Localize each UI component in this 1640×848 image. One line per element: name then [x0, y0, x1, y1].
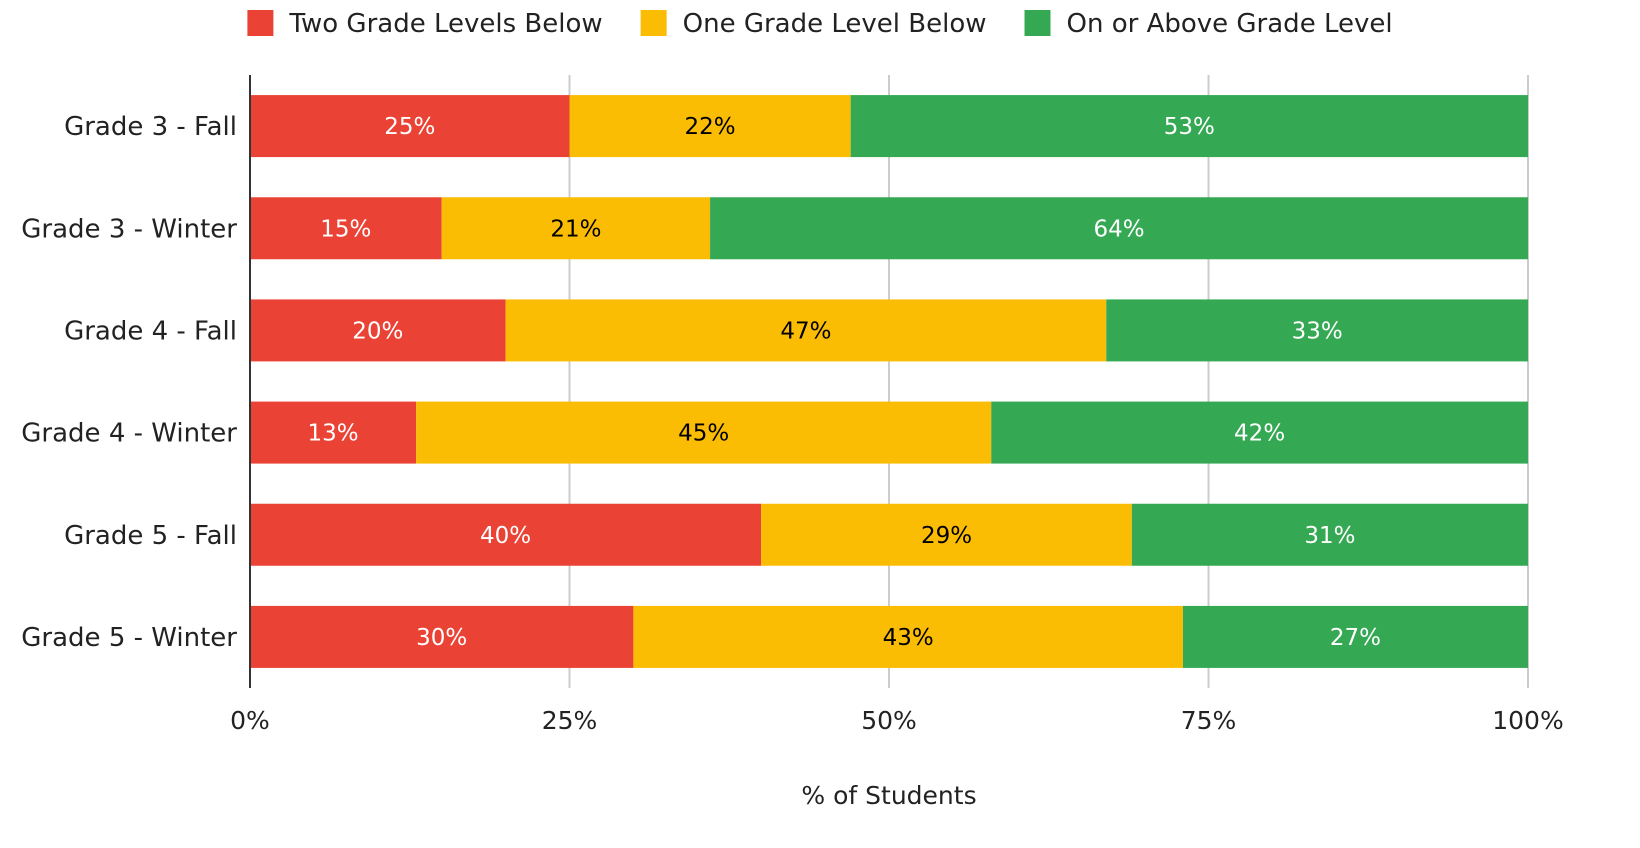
bar-segment	[250, 197, 442, 260]
data-label: 31%	[1304, 523, 1355, 549]
data-label: 45%	[678, 421, 729, 447]
bar-segment	[250, 503, 762, 566]
bar-segment	[991, 401, 1528, 464]
data-label: 20%	[352, 318, 403, 344]
data-label: 29%	[921, 523, 972, 549]
x-tick-label: 100%	[1492, 706, 1563, 735]
legend-item: One Grade Level Below	[640, 9, 987, 39]
data-label: 22%	[685, 114, 736, 140]
bar-row: 15% 21% 64%	[250, 197, 1528, 260]
legend-label: Two Grade Levels Below	[288, 9, 602, 39]
data-label: 64%	[1093, 216, 1144, 242]
bar-segment	[250, 605, 634, 668]
x-tick-labels: 0% 25% 50% 75% 100%	[230, 706, 1564, 735]
category-labels: Grade 3 - Fall Grade 3 - Winter Grade 4 - …	[21, 112, 237, 653]
data-label: 33%	[1292, 318, 1343, 344]
bar-segment	[1106, 299, 1528, 362]
x-tick-label: 0%	[230, 706, 270, 735]
data-label: 40%	[480, 523, 531, 549]
bar-segment	[1182, 605, 1528, 668]
bar-row: 40% 29% 31%	[250, 503, 1528, 566]
data-label: 30%	[416, 625, 467, 651]
data-label: 15%	[320, 216, 371, 242]
category-label: Grade 4 - Winter	[21, 419, 237, 449]
legend-label: On or Above Grade Level	[1067, 9, 1393, 39]
category-label: Grade 3 - Fall	[64, 112, 237, 142]
bar-segment	[710, 197, 1528, 260]
data-label: 13%	[308, 421, 359, 447]
bar-row: 30% 43% 27%	[250, 605, 1528, 668]
bar-segment	[505, 299, 1107, 362]
bar-row: 20% 47% 33%	[250, 299, 1528, 362]
bar-segment	[761, 503, 1132, 566]
bar-segment	[250, 401, 417, 464]
x-tick-label: 25%	[542, 706, 598, 735]
legend-item: On or Above Grade Level	[1024, 9, 1393, 39]
legend-item: Two Grade Levels Below	[247, 9, 603, 39]
data-label: 25%	[384, 114, 435, 140]
category-label: Grade 3 - Winter	[21, 214, 237, 244]
category-label: Grade 5 - Winter	[21, 623, 237, 653]
gridlines	[568, 75, 1529, 688]
data-label: 43%	[883, 625, 934, 651]
legend-swatch	[1024, 10, 1051, 36]
bar-segment	[250, 95, 570, 158]
data-label: 42%	[1234, 421, 1285, 447]
bar-row: 25% 22% 53%	[250, 95, 1528, 158]
bar-row: 13% 45% 42%	[250, 401, 1528, 464]
bar-segment	[633, 605, 1183, 668]
category-label: Grade 4 - Fall	[64, 316, 237, 346]
x-axis-title: % of Students	[801, 781, 976, 810]
bar-segment	[416, 401, 992, 464]
legend-swatch	[640, 10, 667, 36]
data-label: 21%	[550, 216, 601, 242]
legend-label: One Grade Level Below	[683, 9, 987, 39]
data-label: 47%	[780, 318, 831, 344]
legend-swatch	[247, 10, 274, 36]
category-label: Grade 5 - Fall	[64, 521, 237, 551]
bar-segment	[569, 95, 851, 158]
bars: 25% 22% 53% 15% 21% 64% 20% 47% 33% 13% 45% 42% 40% 2…	[250, 95, 1528, 668]
data-label: 53%	[1164, 114, 1215, 140]
data-label: 27%	[1330, 625, 1381, 651]
bar-segment	[250, 299, 506, 362]
legend: Two Grade Levels Below One Grade Level Be…	[247, 9, 1393, 39]
x-tick-label: 50%	[861, 706, 917, 735]
bar-segment	[1131, 503, 1528, 566]
bar-segment	[441, 197, 711, 260]
x-tick-label: 75%	[1181, 706, 1237, 735]
bar-segment	[850, 95, 1528, 158]
